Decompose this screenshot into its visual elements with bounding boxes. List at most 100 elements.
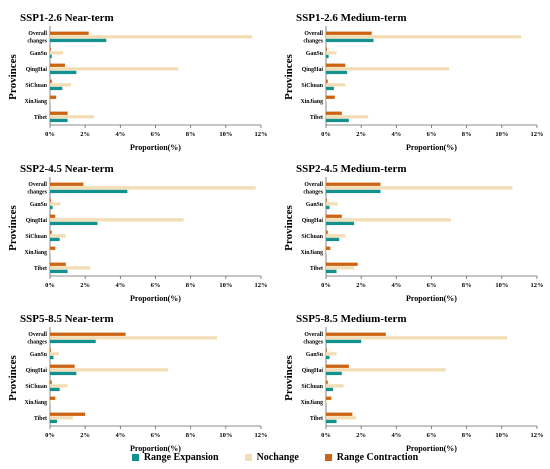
bar: [50, 371, 77, 376]
x-axis-label: Proportion(%): [406, 444, 457, 453]
bar: [50, 95, 57, 99]
legend: Range Expansion Nochange Range Contracti…: [0, 449, 550, 465]
bar: [50, 51, 64, 55]
bar: [326, 384, 344, 388]
bar: [50, 339, 96, 344]
y-tick-label: Tibet: [310, 115, 323, 121]
y-tick-label: XinJiang: [300, 99, 323, 105]
bar: [50, 31, 89, 35]
y-tick-label: SiChuan: [301, 384, 323, 390]
y-tick-label: QingHai: [26, 368, 48, 374]
chart-title: SSP5-8.5 Medium-term: [296, 313, 407, 325]
legend-item-contraction: Range Contraction: [324, 451, 419, 463]
y-tick-label: Overall: [304, 31, 323, 37]
bar: [326, 218, 451, 222]
bar: [326, 115, 369, 119]
bar: [50, 230, 52, 234]
bar: [50, 336, 218, 340]
bar: [50, 186, 256, 190]
bar: [50, 364, 75, 368]
y-tick-label: XinJiang: [300, 400, 323, 406]
bar: [50, 198, 51, 202]
y-tick-label: Overall: [304, 332, 323, 338]
chart-title: SSP1-2.6 Medium-term: [296, 12, 407, 24]
y-tick-label: Tibet: [310, 416, 323, 422]
chart-panel: SSP1-2.6 Near-term Provinces 0% 2% 4% 6% 8% 10%…: [7, 12, 268, 152]
bar: [326, 380, 328, 384]
y-tick-label: XinJiang: [24, 250, 47, 256]
y-tick-label: Tibet: [34, 416, 47, 422]
legend-label-nochange: Nochange: [256, 451, 299, 463]
legend-swatch-nochange: [244, 453, 252, 461]
y-axis-label: Provinces: [7, 53, 19, 99]
bar: [326, 364, 349, 368]
bar: [326, 416, 356, 420]
bar: [50, 412, 86, 416]
y-tick-label: QingHai: [26, 218, 48, 224]
x-tick-label: 8%: [462, 282, 472, 289]
bar: [326, 63, 346, 67]
y-tick-label: QingHai: [26, 67, 48, 73]
bar: [326, 111, 342, 115]
bar: [50, 262, 66, 266]
x-tick-label: 12%: [255, 131, 268, 138]
bar: [326, 237, 340, 242]
bar: [326, 396, 332, 400]
bar: [50, 416, 73, 420]
legend-label-contraction: Range Contraction: [336, 451, 419, 463]
chart-panel: SSP5-8.5 Medium-term Provinces 0% 2% 4% 6% 8% 1…: [283, 313, 544, 453]
y-tick-label: changes: [303, 340, 323, 346]
x-tick-label: 0%: [45, 432, 55, 439]
x-tick-label: 0%: [321, 432, 331, 439]
bar: [326, 38, 374, 43]
x-tick-label: 8%: [462, 432, 472, 439]
x-tick-label: 6%: [427, 432, 437, 439]
bar: [326, 246, 331, 250]
y-axis-label: Provinces: [7, 354, 19, 400]
y-tick-label: QingHai: [302, 368, 324, 374]
y-tick-label: SiChuan: [301, 83, 323, 89]
bar: [50, 67, 179, 71]
y-tick-label: XinJiang: [300, 250, 323, 256]
bar: [326, 214, 342, 218]
y-tick-label: Overall: [28, 332, 47, 338]
bar: [50, 83, 72, 87]
bar: [50, 246, 56, 250]
y-tick-label: changes: [303, 39, 323, 45]
x-tick-label: 6%: [151, 131, 161, 138]
x-tick-label: 12%: [531, 432, 544, 439]
x-tick-label: 12%: [531, 282, 544, 289]
bar: [50, 355, 54, 360]
bar: [326, 182, 381, 186]
y-tick-label: GanSu: [30, 352, 48, 358]
bar: [50, 368, 168, 372]
x-tick-label: 4%: [391, 432, 401, 439]
legend-item-expansion: Range Expansion: [131, 452, 219, 463]
x-axis-label: Proportion(%): [406, 143, 457, 152]
x-tick-label: 0%: [321, 282, 331, 289]
bar: [326, 250, 327, 254]
y-tick-label: GanSu: [30, 51, 48, 57]
x-tick-label: 12%: [255, 282, 268, 289]
bar: [326, 400, 327, 404]
x-axis-label: Proportion(%): [130, 444, 181, 453]
bar: [50, 400, 51, 404]
y-tick-label: XinJiang: [24, 400, 47, 406]
chart-title: SSP2-4.5 Medium-term: [296, 163, 407, 175]
bar: [326, 205, 330, 210]
bar: [50, 86, 63, 91]
bar: [50, 202, 61, 206]
y-tick-label: Overall: [28, 182, 47, 188]
bar: [326, 189, 381, 194]
bar: [50, 111, 68, 115]
bar: [50, 189, 128, 194]
y-tick-label: QingHai: [302, 218, 324, 224]
bar: [326, 348, 327, 352]
bar: [326, 262, 358, 266]
bar: [326, 332, 386, 336]
x-axis-label: Proportion(%): [406, 294, 457, 303]
bar: [326, 355, 330, 360]
bar: [326, 230, 328, 234]
x-tick-label: 2%: [356, 131, 366, 138]
